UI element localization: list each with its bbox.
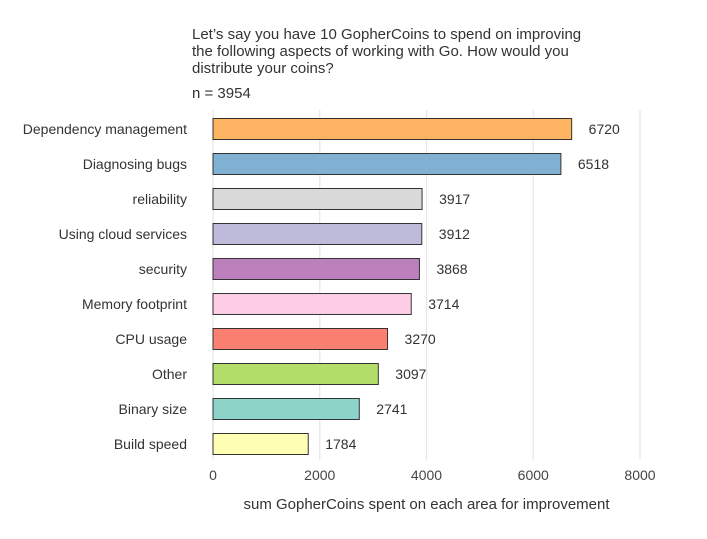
bar-0 xyxy=(212,118,573,140)
value-label: 3714 xyxy=(428,296,459,312)
value-label: 3270 xyxy=(405,331,436,347)
category-label: security xyxy=(139,261,187,277)
bar-5 xyxy=(212,293,412,315)
value-label: 6720 xyxy=(589,121,620,137)
category-labels: Dependency management Diagnosing bugs reli… xyxy=(23,121,188,452)
value-label: 3868 xyxy=(436,261,467,277)
x-tick-label: 8000 xyxy=(624,467,655,483)
category-label: Diagnosing bugs xyxy=(83,156,187,172)
category-label: CPU usage xyxy=(115,331,187,347)
category-label: Dependency management xyxy=(23,121,187,137)
chart-title-line-1: Let’s say you have 10 GopherCoins to spe… xyxy=(192,26,582,43)
x-tick-label: 4000 xyxy=(411,467,442,483)
category-label: Binary size xyxy=(119,401,188,417)
value-label: 3097 xyxy=(395,366,426,382)
value-label: 3917 xyxy=(439,191,470,207)
chart-subtitle: n = 3954 xyxy=(192,85,251,102)
bar-2 xyxy=(212,188,423,210)
category-label: Using cloud services xyxy=(59,226,187,242)
x-tick-labels: 0 2000 4000 6000 8000 xyxy=(209,467,656,483)
bar-1 xyxy=(212,153,562,175)
value-label: 2741 xyxy=(376,401,407,417)
chart-title-line-3: distribute your coins? xyxy=(192,60,334,77)
x-axis-label: sum GopherCoins spent on each area for i… xyxy=(243,496,610,513)
bar-8 xyxy=(212,398,360,420)
bar-6 xyxy=(212,328,389,350)
bar-4 xyxy=(212,258,420,280)
bar-7 xyxy=(212,363,379,385)
x-tick-label: 2000 xyxy=(304,467,335,483)
x-tick-label: 6000 xyxy=(518,467,549,483)
chart-title-line-2: the following aspects of working with Go… xyxy=(192,43,569,60)
bars xyxy=(212,118,573,455)
value-label: 1784 xyxy=(325,436,356,452)
x-tick-label: 0 xyxy=(209,467,217,483)
category-label: reliability xyxy=(133,191,187,207)
bar-9 xyxy=(212,433,309,455)
category-label: Build speed xyxy=(114,436,187,452)
value-label: 6518 xyxy=(578,156,609,172)
category-label: Memory footprint xyxy=(82,296,187,312)
chart-title: Let’s say you have 10 GopherCoins to spe… xyxy=(192,26,672,77)
category-label: Other xyxy=(152,366,187,382)
value-label: 3912 xyxy=(439,226,470,242)
value-labels: 6720 6518 3917 3912 3868 3714 3270 3097 2741 1784 xyxy=(325,121,620,452)
bar-3 xyxy=(212,223,423,245)
